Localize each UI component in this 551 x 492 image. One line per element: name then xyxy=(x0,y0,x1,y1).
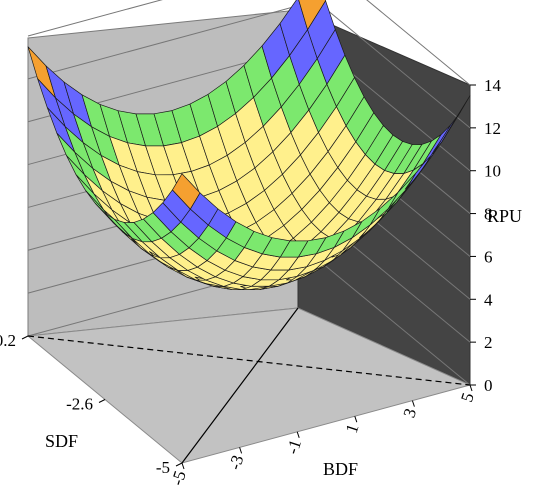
z-tick-label: 2 xyxy=(484,333,493,352)
z-tick-label: 4 xyxy=(484,290,493,309)
z-axis-label: RPU xyxy=(487,206,522,226)
z-tick-label: 0 xyxy=(484,376,493,395)
bdf-tick-label: 5 xyxy=(457,390,478,404)
bdf-tick-mark xyxy=(240,447,242,453)
z-tick-label: 10 xyxy=(484,162,501,181)
sdf-tick-mark xyxy=(99,400,105,403)
bdf-axis-label: BDF xyxy=(323,459,358,479)
sdf-axis-label: SDF xyxy=(45,431,78,451)
bdf-tick-mark xyxy=(355,416,357,422)
bdf-tick-label: -3 xyxy=(225,453,247,472)
bdf-tick-label: -5 xyxy=(167,468,189,487)
z-tick-label: 12 xyxy=(484,119,501,138)
sdf-tick-label: -2.6 xyxy=(66,395,93,414)
sdf-tick-label: -5 xyxy=(156,458,170,477)
sdf-tick-mark xyxy=(22,336,28,339)
sdf-tick-label: -0.2 xyxy=(0,331,16,350)
bdf-tick-mark xyxy=(412,401,414,407)
bdf-tick-mark xyxy=(297,432,299,438)
z-tick-label: 14 xyxy=(484,76,502,95)
bdf-tick-label: 1 xyxy=(342,422,363,436)
bdf-tick-label: 3 xyxy=(400,406,421,420)
sdf-tick-mark xyxy=(176,463,182,466)
bdf-tick-mark xyxy=(470,385,472,391)
bdf-tick-mark xyxy=(182,463,184,469)
bdf-tick-label: -1 xyxy=(283,437,305,456)
z-tick-label: 6 xyxy=(484,247,493,266)
